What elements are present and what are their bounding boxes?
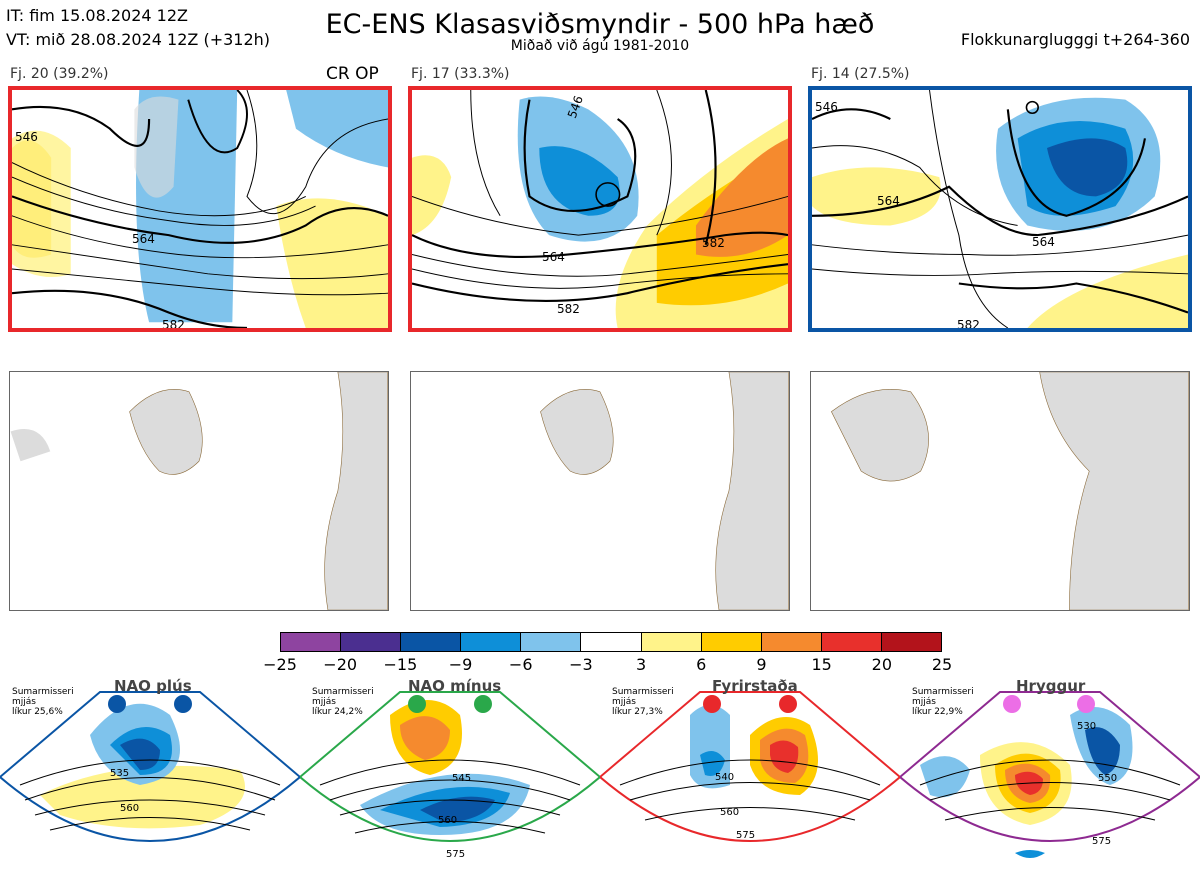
colorbar-swatch bbox=[821, 633, 882, 651]
cluster-1-label: Fj. 20 (39.2%) bbox=[10, 66, 109, 82]
clustering-window: Flokkunarglugggi t+264-360 bbox=[960, 30, 1190, 49]
contour-label: 564 bbox=[877, 194, 900, 208]
cluster-2-label: Fj. 17 (33.3%) bbox=[411, 66, 510, 82]
colorbar-tick: −25 bbox=[263, 655, 297, 674]
colorbar-swatch bbox=[641, 633, 702, 651]
colorbar-swatch bbox=[761, 633, 822, 651]
regime-note: Sumarmisseri mjjás líkur 24,2% bbox=[312, 687, 374, 717]
contour-label: 582 bbox=[702, 236, 725, 250]
contour-label: 550 bbox=[1098, 773, 1118, 784]
colorbar-tick: −15 bbox=[383, 655, 418, 674]
initial-time: IT: fim 15.08.2024 12Z bbox=[6, 6, 188, 25]
contour-label: 560 bbox=[438, 815, 458, 826]
contour-label: 575 bbox=[446, 849, 466, 860]
contour-label: 582 bbox=[957, 318, 980, 332]
cluster-2-map[interactable]: 546 564 582 582 bbox=[408, 86, 792, 332]
regime-nao-minus[interactable]: NAO mínus Sumarmisseri mjjás líkur 24,2% 5… bbox=[300, 675, 600, 871]
colorbar-tick: 3 bbox=[635, 655, 647, 674]
colorbar-tick: −20 bbox=[323, 655, 358, 674]
regime-note: Sumarmisseri mjjás líkur 27,3% bbox=[612, 687, 674, 717]
colorbar-tick: 6 bbox=[696, 655, 707, 674]
regime-note: Sumarmisseri mjjás líkur 25,6% bbox=[12, 687, 74, 717]
valid-time: VT: mið 28.08.2024 12Z (+312h) bbox=[6, 30, 271, 49]
contour-label: 546 bbox=[815, 100, 838, 114]
regime-fyrirstada[interactable]: Fyrirstaða Sumarmisseri mjjás líkur 27,3% … bbox=[600, 675, 900, 871]
cluster-3-label: Fj. 14 (27.5%) bbox=[811, 66, 910, 82]
colorbar-tick: 9 bbox=[756, 655, 767, 674]
contour-label: 582 bbox=[162, 318, 185, 332]
empty-map-1 bbox=[9, 371, 389, 611]
contour-label: 560 bbox=[120, 803, 140, 814]
regime-note: Sumarmisseri mjjás líkur 22,9% bbox=[912, 687, 974, 717]
regime-name: NAO mínus bbox=[408, 677, 502, 695]
colorbar-swatch bbox=[581, 633, 642, 651]
contour-label: 564 bbox=[1032, 235, 1055, 249]
contour-label: 575 bbox=[1092, 836, 1112, 847]
contour-label: 535 bbox=[110, 768, 130, 779]
colorbar-swatch bbox=[401, 633, 462, 651]
cluster-1-extra: CR OP bbox=[326, 64, 379, 84]
colorbar-tick: 20 bbox=[871, 655, 892, 674]
contour-label: 564 bbox=[542, 250, 565, 264]
colorbar-swatch bbox=[521, 633, 582, 651]
cluster-3-map[interactable]: 546 564 564 582 bbox=[808, 86, 1192, 332]
contour-label: 564 bbox=[132, 232, 155, 246]
contour-label: 540 bbox=[715, 772, 735, 783]
regime-nao-plus[interactable]: NAO plús Sumarmisseri mjjás líkur 25,6% 53… bbox=[0, 675, 300, 871]
empty-map-3 bbox=[810, 371, 1190, 611]
colorbar-swatch bbox=[701, 633, 762, 651]
empty-map-2 bbox=[410, 371, 790, 611]
contour-label: 545 bbox=[452, 773, 472, 784]
colorbar-tick: −3 bbox=[569, 655, 593, 674]
colorbar-swatch bbox=[461, 633, 522, 651]
regime-name: Hryggur bbox=[1016, 677, 1086, 695]
colorbar-swatch bbox=[281, 633, 342, 651]
colorbar-swatch bbox=[341, 633, 402, 651]
contour-label: 582 bbox=[557, 302, 580, 316]
colorbar-tick: −6 bbox=[508, 655, 533, 674]
regime-hryggur[interactable]: Hryggur Sumarmisseri mjjás líkur 22,9% 530… bbox=[900, 675, 1200, 871]
page-title: EC-ENS Klasasviðsmyndir - 500 hPa hæð bbox=[325, 9, 875, 40]
contour-label: 546 bbox=[15, 130, 38, 144]
regime-name: Fyrirstaða bbox=[712, 677, 798, 695]
color-legend bbox=[280, 632, 942, 652]
contour-label: 560 bbox=[720, 807, 740, 818]
regime-name: NAO plús bbox=[114, 677, 192, 695]
colorbar-tick: 15 bbox=[811, 655, 832, 674]
contour-label: 530 bbox=[1077, 721, 1097, 732]
cluster-1-map[interactable]: 546 564 582 bbox=[8, 86, 392, 332]
page-subtitle: Miðað við ágú 1981-2010 bbox=[510, 38, 690, 54]
colorbar-swatch bbox=[881, 633, 942, 651]
colorbar-tick: −9 bbox=[448, 655, 473, 674]
colorbar-tick: 25 bbox=[931, 655, 953, 674]
contour-label: 575 bbox=[736, 830, 756, 841]
